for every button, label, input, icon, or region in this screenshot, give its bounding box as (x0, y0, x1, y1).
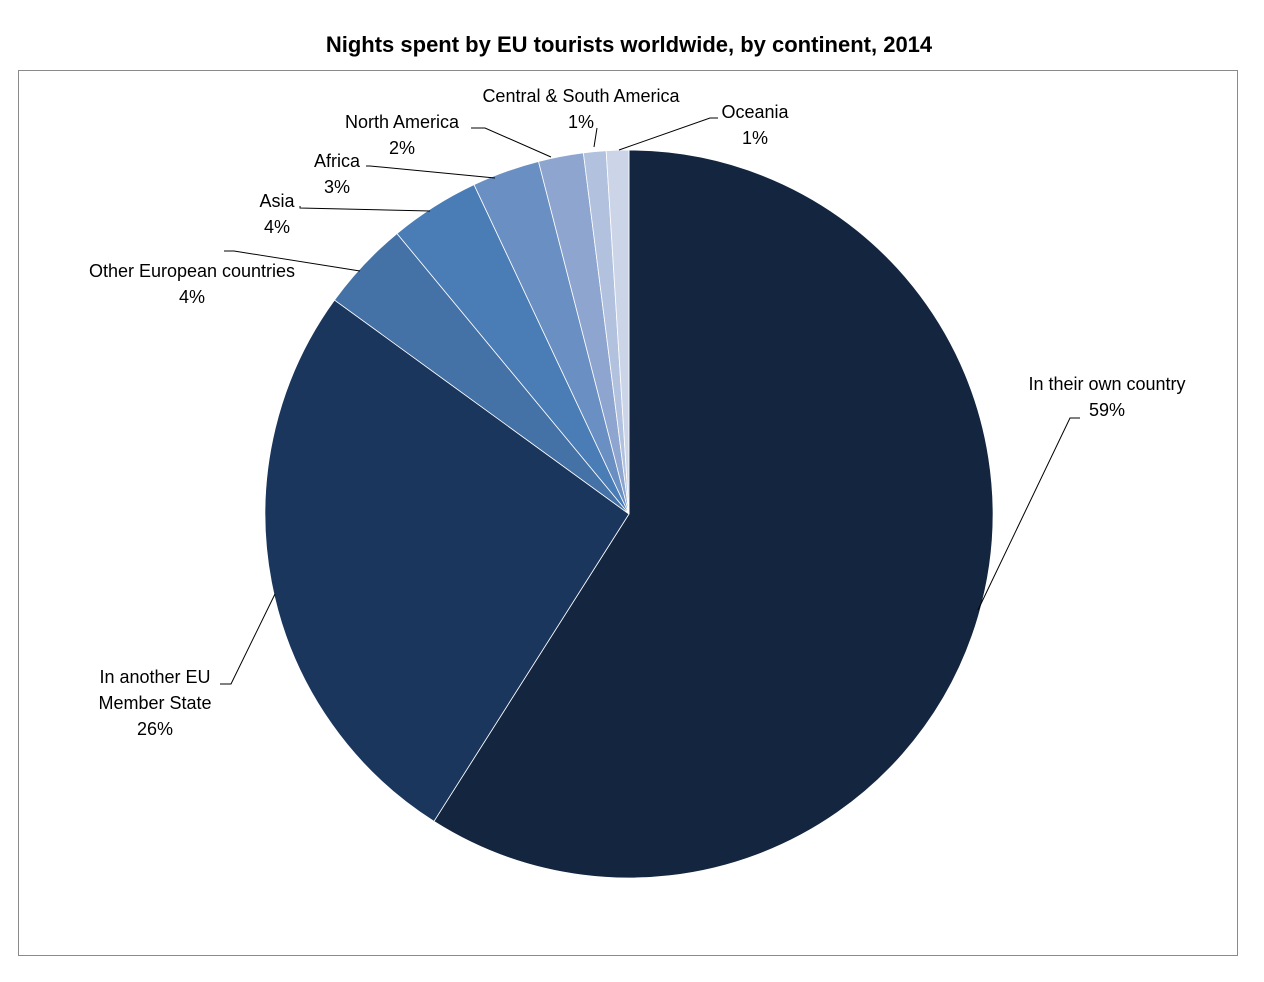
leader-lines (220, 117, 1080, 685)
pie-slices (264, 149, 994, 879)
pie-slice-2 (264, 299, 630, 822)
leader-line-3 (224, 250, 361, 272)
leader-line-1 (977, 417, 1080, 611)
pie-slice-1 (433, 149, 994, 879)
data-label-3: Other European countries 4% (89, 261, 295, 307)
pie-slice-8 (605, 149, 630, 515)
data-label-7: Central & South America 1% (482, 86, 680, 132)
data-label-1: In their own country 59% (1028, 374, 1185, 420)
data-label-6: North America 2% (345, 112, 460, 158)
data-label-5: Africa 3% (314, 151, 361, 197)
leader-line-7 (593, 127, 598, 148)
leader-line-4 (299, 206, 431, 212)
data-label-8: Oceania 1% (721, 102, 789, 148)
data-labels: In their own country 59% In another EU Memb… (89, 86, 1186, 739)
leader-line-5 (366, 165, 496, 179)
data-label-4: Asia 4% (259, 191, 295, 237)
leader-line-8 (618, 117, 718, 151)
plot-area-frame (18, 70, 1238, 956)
leader-line-2 (220, 593, 276, 685)
leader-line-6 (471, 127, 552, 158)
data-label-2: In another EU Member State 26% (98, 667, 211, 739)
chart-title: Nights spent by EU tourists worldwide, b… (325, 32, 933, 57)
